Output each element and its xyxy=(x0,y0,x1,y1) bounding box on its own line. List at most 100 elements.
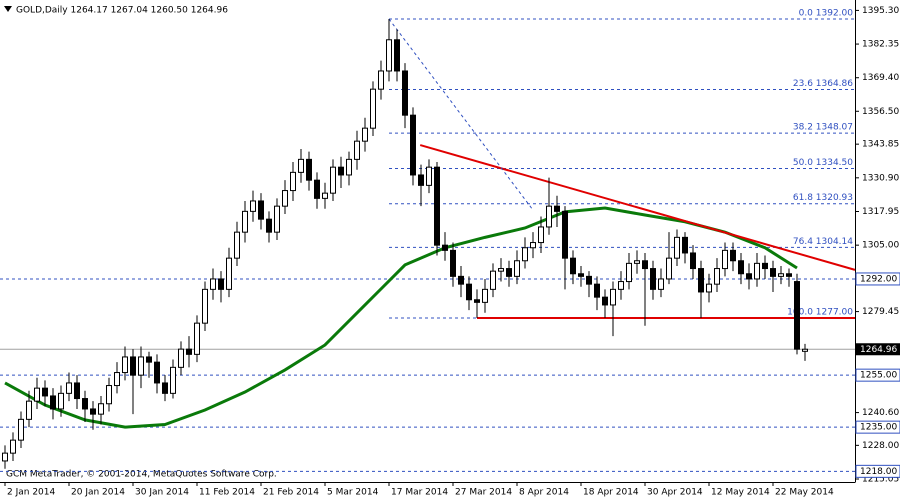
candle-body xyxy=(746,273,752,280)
candle-body xyxy=(666,257,672,280)
candle-body xyxy=(82,398,88,410)
candle-body xyxy=(458,275,464,285)
menu-icon xyxy=(4,6,12,12)
fib-label: 100.0 1277.00 xyxy=(787,307,853,317)
candle-body xyxy=(690,252,696,270)
candle-body xyxy=(362,127,368,142)
candle-body xyxy=(650,268,656,290)
y-tick-label: 1343.85 xyxy=(862,140,899,150)
candle-body xyxy=(162,382,168,394)
candle-body xyxy=(754,262,760,280)
candle-body xyxy=(186,348,192,355)
candle-body xyxy=(122,356,128,374)
candle-body xyxy=(786,273,792,277)
candle-body xyxy=(98,403,104,415)
fib-label: 61.8 1320.93 xyxy=(793,193,853,203)
x-tick-label: 17 Mar 2014 xyxy=(391,488,448,498)
candle-body xyxy=(354,140,360,160)
candle-body xyxy=(594,283,600,298)
candle-body xyxy=(34,387,40,402)
candle-body xyxy=(578,273,584,277)
candle-body xyxy=(426,166,432,186)
candle-body xyxy=(378,70,384,90)
y-tick-label: 1369.40 xyxy=(862,73,899,83)
candle-body xyxy=(146,356,152,363)
candle-body xyxy=(794,281,800,350)
y-tick-label: 1305.00 xyxy=(862,241,899,251)
candle-body xyxy=(602,296,608,306)
candle-body xyxy=(490,270,496,290)
fib-label: 76.4 1304.14 xyxy=(793,237,853,247)
candle-body xyxy=(450,249,456,277)
x-tick-label: 5 Mar 2014 xyxy=(327,488,379,498)
candle-body xyxy=(330,166,336,194)
fib-label: 50.0 1334.50 xyxy=(793,158,853,168)
x-tick-label: 11 Feb 2014 xyxy=(199,488,255,498)
candle-body xyxy=(290,171,296,192)
candle-body xyxy=(2,452,8,462)
candle-body xyxy=(210,278,216,290)
candle-body xyxy=(730,249,736,262)
x-tick-label: 2 Jan 2014 xyxy=(7,488,55,498)
x-tick-label: 22 May 2014 xyxy=(775,488,834,498)
candle-body xyxy=(274,205,280,233)
current-price-box xyxy=(856,343,900,356)
candle-body xyxy=(410,114,416,176)
candle-body xyxy=(106,385,112,405)
candle-body xyxy=(386,39,392,72)
candle-body xyxy=(322,192,328,199)
candle-body xyxy=(402,70,408,116)
candle-body xyxy=(522,247,528,262)
moving-average xyxy=(4,206,798,429)
current-price-label: 1264.96 xyxy=(860,345,897,355)
candle-body xyxy=(706,283,712,293)
candle-body xyxy=(178,348,184,368)
candle-body xyxy=(618,281,624,290)
x-tick-label: 30 Jan 2014 xyxy=(135,488,189,498)
candle-body xyxy=(698,268,704,293)
candle-body xyxy=(626,262,632,283)
candle-body xyxy=(218,278,224,290)
level-label-box xyxy=(855,464,900,478)
x-tick-label: 27 Mar 2014 xyxy=(455,488,512,498)
candle-body xyxy=(498,268,504,272)
trendline xyxy=(419,144,856,271)
candle-body xyxy=(514,260,520,277)
candle-body xyxy=(466,283,472,301)
level-label: 1218.00 xyxy=(860,467,897,477)
candle-body xyxy=(570,257,576,275)
level-label: 1235.00 xyxy=(860,423,897,433)
fib-label: 23.6 1364.86 xyxy=(793,79,853,89)
candle-body xyxy=(266,218,272,233)
candle-body xyxy=(338,166,344,176)
candle-body xyxy=(58,392,64,410)
candle-body xyxy=(154,361,160,384)
candle-body xyxy=(314,179,320,199)
x-tick-label: 8 Apr 2014 xyxy=(519,488,569,498)
candle-body xyxy=(114,372,120,387)
candle-body xyxy=(610,288,616,306)
candle-body xyxy=(634,260,640,264)
candle-body xyxy=(714,268,720,285)
candle-body xyxy=(138,356,144,376)
candle-body xyxy=(394,39,400,72)
candle-body xyxy=(442,244,448,251)
fib-label: 38.2 1348.07 xyxy=(793,123,853,133)
y-tick-label: 1215.05 xyxy=(862,475,899,485)
candle-body xyxy=(722,249,728,270)
y-tick-label: 1382.35 xyxy=(862,40,899,50)
candle-body xyxy=(530,242,536,249)
level-label-box xyxy=(855,272,900,286)
y-tick-label: 1330.90 xyxy=(862,173,899,183)
candle-body xyxy=(546,205,552,228)
level-label-box xyxy=(855,368,900,382)
candle-body xyxy=(586,275,592,285)
trendline xyxy=(388,18,534,211)
candle-body xyxy=(506,268,512,277)
candle-body xyxy=(170,366,176,394)
candle-body xyxy=(482,288,488,303)
candle-body xyxy=(258,200,264,220)
y-tick-label: 1395.30 xyxy=(862,6,899,16)
level-label-box xyxy=(855,420,900,434)
candle-body xyxy=(194,322,200,355)
